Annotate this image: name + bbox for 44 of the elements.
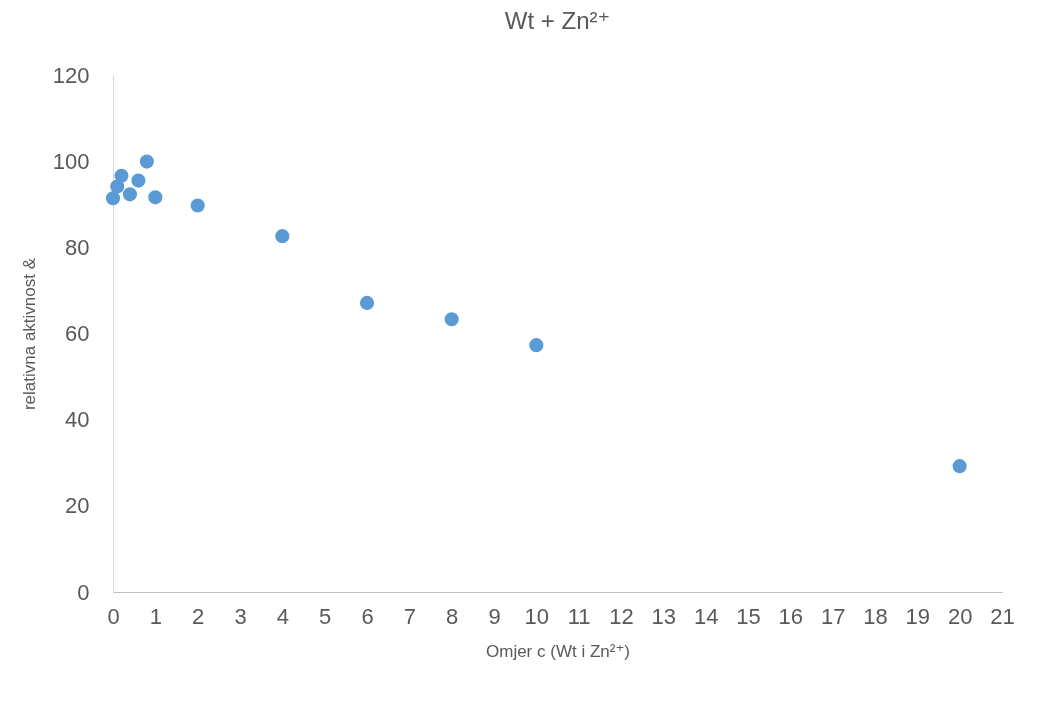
x-tick-label: 2 [192,603,205,629]
x-tick-label: 1 [149,603,162,629]
y-tick-label: 120 [52,62,90,88]
x-tick-label: 4 [276,603,289,629]
point [444,312,459,327]
y-tick-label: 0 [77,579,90,605]
x-axis-title: Omjer c (Wt i Zn²⁺) [485,641,631,661]
y-axis-title: relativna aktivnost & [19,257,39,411]
x-tick-label: 0 [107,603,120,629]
point [139,154,154,169]
point [114,168,129,183]
x-tick-label: 18 [863,603,888,629]
y-tick-label: 60 [65,321,90,346]
x-tick-label: 17 [820,603,846,629]
point [529,338,544,353]
y-tick-label: 40 [65,407,90,433]
x-tick-label: 8 [446,603,459,629]
x-tick-label: 10 [524,603,550,629]
y-tick-label: 20 [65,493,90,519]
x-tick-label: 19 [905,603,931,629]
point [275,229,290,244]
x-tick-label: 16 [778,603,804,629]
x-tick-label: 20 [947,603,973,629]
x-tick-label: 15 [736,603,761,629]
point [190,198,205,213]
x-tick-label: 5 [319,603,332,629]
point [359,295,375,310]
point [122,187,137,202]
point [148,190,163,205]
x-tick-label: 14 [693,603,719,629]
x-tick-label: 6 [361,603,374,629]
point [131,173,146,188]
x-tick-label: 11 [567,603,591,629]
point [952,459,967,474]
y-tick-label: 80 [65,234,90,260]
x-tick-label: 12 [609,603,634,629]
x-tick-label: 7 [403,603,416,629]
chart-title: Wt + Zn²⁺ [504,7,611,34]
x-tick-label: 9 [488,603,501,629]
x-tick-label: 21 [990,603,1015,629]
y-tick-label: 100 [52,148,90,174]
x-tick-label: 3 [234,603,247,629]
point [105,191,121,206]
x-tick-label: 13 [651,603,677,629]
